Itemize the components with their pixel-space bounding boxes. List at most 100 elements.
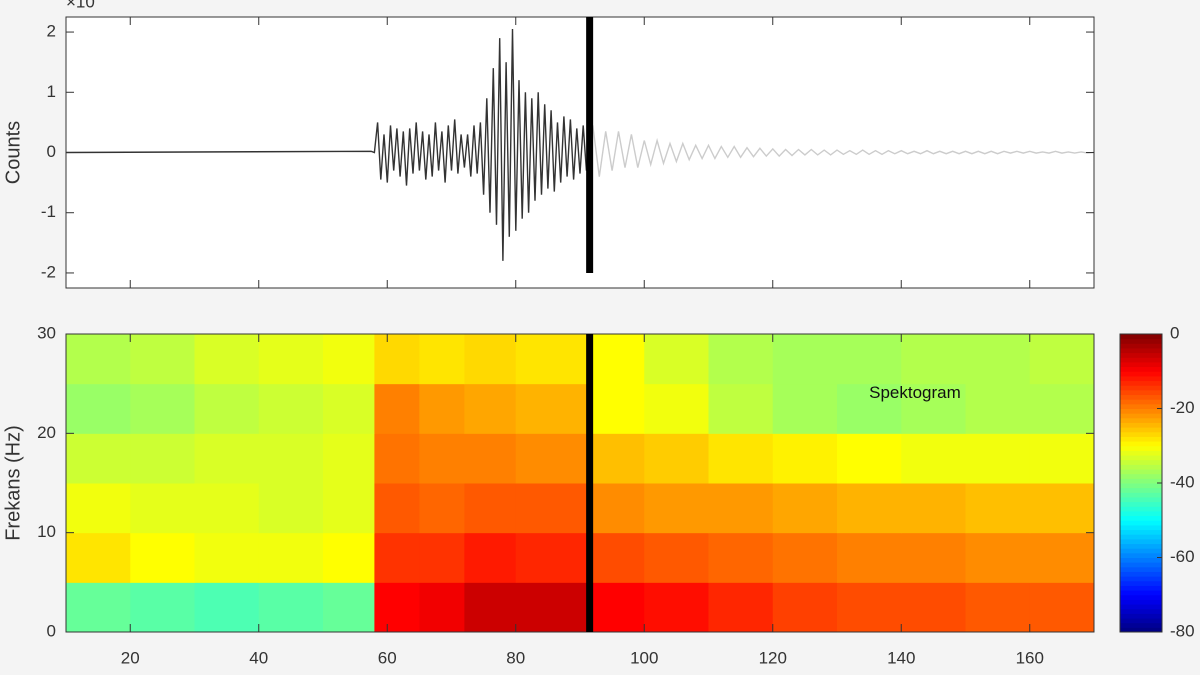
colorbar-step [1120, 375, 1162, 382]
spectrogram-cell [515, 334, 591, 385]
spectrogram-cell [1029, 334, 1095, 385]
spectrogram-cell [965, 433, 1031, 484]
spectrogram-cell [589, 383, 645, 434]
spectrogram-cell [464, 483, 517, 534]
spectrogram-cell [515, 483, 591, 534]
spectrogram-cell [323, 582, 375, 633]
spectrogram-cell [130, 383, 195, 434]
axes-frame [65, 333, 1095, 633]
spectrogram-cell [837, 532, 902, 583]
spectrogram-cell [1029, 383, 1095, 434]
x-tick-label: 120 [759, 648, 787, 667]
x-tick-label: 100 [630, 648, 658, 667]
colorbar-step [1120, 562, 1162, 568]
spectrogram-cell [901, 582, 966, 633]
colorbar-step [1120, 534, 1162, 540]
spectrogram-cell [901, 483, 966, 534]
colorbar-step [1120, 520, 1162, 526]
colorbar-tick-label: -60 [1170, 547, 1195, 566]
spectrogram-cell [965, 483, 1031, 534]
spectrogram-cell [837, 433, 902, 484]
colorbar-step [1120, 441, 1162, 447]
spectrogram-cell [374, 582, 420, 633]
colorbar-step [1120, 585, 1162, 591]
spectrogram-cell [515, 582, 591, 633]
spectrogram-cell [258, 433, 324, 484]
waveform [588, 125, 1095, 177]
spectrogram-cell [323, 383, 375, 434]
spectrogram-cell [323, 334, 375, 385]
spectrogram-cell [419, 383, 465, 434]
colorbar-step [1120, 459, 1162, 465]
y-tick-label: -1 [41, 202, 56, 221]
spectrogram-cell [708, 483, 774, 534]
spectrogram-cell [965, 383, 1031, 434]
spectrogram-cell [374, 483, 420, 534]
colorbar-step [1120, 604, 1162, 610]
colorbar-step [1120, 417, 1162, 423]
spectrogram-cell [419, 334, 465, 385]
y-axis-label: Frekans (Hz) [2, 425, 24, 541]
colorbar-step [1120, 464, 1162, 470]
spectrogram-cell [464, 383, 517, 434]
colorbar-step [1120, 473, 1162, 479]
spectrogram-cell [374, 433, 420, 484]
colorbar-tick-label: 0 [1170, 323, 1179, 342]
spectrogram-cell [901, 334, 966, 385]
colorbar-step [1120, 543, 1162, 549]
colorbar-step [1120, 408, 1162, 414]
spectrogram-cell [837, 383, 902, 434]
colorbar-step [1120, 557, 1162, 563]
colorbar-step [1120, 613, 1162, 619]
spectrogram-cell [194, 582, 260, 633]
spectrogram-cell [1029, 582, 1095, 633]
spectrogram-cell [258, 483, 324, 534]
spectrogram-cell [589, 582, 645, 633]
colorbar-step [1120, 622, 1162, 628]
spectrogram-cell [837, 582, 902, 633]
spectrogram-cell [837, 483, 902, 534]
colorbar-step [1120, 389, 1162, 396]
spectrogram-cell [1029, 532, 1095, 583]
colorbar-step [1120, 599, 1162, 605]
spectrogram-cell [194, 532, 260, 583]
spectrogram-cell [644, 483, 709, 534]
colorbar-step [1120, 334, 1162, 340]
colorbar-step [1120, 483, 1162, 489]
spectrogram-cell [130, 433, 195, 484]
spectrogram-cell [708, 582, 774, 633]
colorbar-step [1120, 413, 1162, 419]
colorbar-step [1120, 403, 1162, 409]
colorbar-step [1120, 427, 1162, 433]
colorbar-step [1120, 380, 1162, 386]
spectrogram-cell [464, 334, 517, 385]
x-tick-label: 60 [378, 648, 397, 667]
spectrogram-cell [589, 532, 645, 583]
y-tick-label: 2 [47, 22, 56, 41]
spectrogram-cell [374, 334, 420, 385]
colorbar-step [1120, 627, 1162, 633]
spectrogram-cell [772, 433, 838, 484]
spectrogram-cell [644, 433, 709, 484]
y-tick-label: 0 [47, 621, 56, 640]
spectrogram-cell [772, 483, 838, 534]
colorbar-step [1120, 538, 1162, 545]
spectrogram-cell [194, 334, 260, 385]
axis-exponent: ×10 [66, 0, 95, 11]
spectrogram-cell [66, 483, 131, 534]
spectrogram-cell [901, 383, 966, 434]
y-tick-label: 20 [37, 423, 56, 442]
colorbar-step [1120, 450, 1162, 456]
y-tick-label: 30 [37, 323, 56, 342]
colorbar-step [1120, 487, 1162, 493]
colorbar-step [1120, 590, 1162, 596]
spectrogram-cell [464, 433, 517, 484]
spectrogram-cell [644, 334, 709, 385]
colorbar-step [1120, 478, 1162, 484]
spectrogram-cell [194, 483, 260, 534]
spectrogram-cell [419, 582, 465, 633]
spectrogram-cell [772, 532, 838, 583]
spectrogram-cell [323, 483, 375, 534]
spectrogram-cell [419, 532, 465, 583]
spectrogram-cell [589, 483, 645, 534]
